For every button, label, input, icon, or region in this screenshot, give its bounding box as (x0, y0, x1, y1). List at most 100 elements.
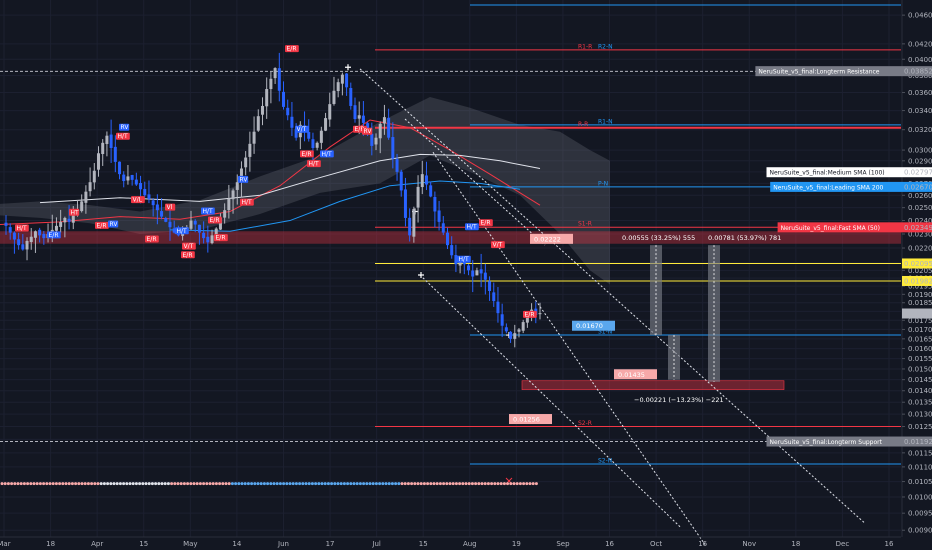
candle[interactable] (118, 161, 122, 175)
price-axis-value-badge[interactable] (902, 222, 932, 233)
candle[interactable] (168, 221, 172, 228)
price-axis-value-badge[interactable] (902, 275, 932, 286)
candle[interactable] (4, 222, 8, 226)
candle[interactable] (286, 107, 290, 116)
candle[interactable] (467, 265, 471, 271)
candle[interactable] (33, 231, 37, 238)
candle[interactable] (193, 220, 197, 225)
candle[interactable] (80, 201, 84, 212)
price-axis-value-badge[interactable] (902, 66, 932, 77)
candle[interactable] (370, 133, 374, 146)
candle[interactable] (315, 142, 319, 148)
candle[interactable] (429, 185, 433, 197)
candle[interactable] (71, 215, 75, 223)
candle[interactable] (496, 301, 500, 314)
candle[interactable] (164, 218, 168, 222)
candle[interactable] (391, 137, 395, 159)
candle[interactable] (349, 88, 353, 106)
price-axis[interactable]: 0.046000.042000.040000.038000.036000.034… (755, 0, 932, 537)
candle[interactable] (382, 117, 386, 124)
price-axis-value-badge[interactable] (902, 308, 932, 319)
candle[interactable] (143, 188, 147, 196)
candle[interactable] (395, 159, 399, 172)
candle[interactable] (336, 82, 340, 92)
candle[interactable] (450, 245, 454, 256)
candle[interactable] (408, 217, 412, 236)
candle[interactable] (92, 170, 96, 183)
candle[interactable] (357, 115, 361, 119)
candle[interactable] (17, 239, 21, 246)
candle[interactable] (387, 117, 391, 138)
candle[interactable] (126, 176, 130, 181)
candle[interactable] (63, 217, 67, 223)
candle[interactable] (42, 233, 46, 239)
candle[interactable] (500, 314, 504, 326)
candle[interactable] (197, 224, 201, 233)
candle[interactable] (361, 115, 365, 123)
candle[interactable] (147, 194, 151, 199)
candle[interactable] (294, 129, 298, 138)
candle[interactable] (88, 182, 92, 192)
candle[interactable] (227, 198, 231, 211)
candle[interactable] (277, 68, 281, 91)
price-axis-value-badge[interactable] (902, 436, 932, 447)
candle[interactable] (231, 190, 235, 200)
candle[interactable] (84, 191, 88, 203)
candle[interactable] (353, 105, 357, 120)
candle[interactable] (479, 269, 483, 274)
candle[interactable] (21, 244, 25, 250)
candle[interactable] (113, 146, 117, 162)
candle[interactable] (134, 179, 138, 185)
candle[interactable] (269, 78, 273, 90)
candle[interactable] (307, 132, 311, 139)
candle[interactable] (403, 189, 407, 218)
candle[interactable] (172, 228, 176, 233)
candle[interactable] (25, 240, 29, 250)
candle[interactable] (202, 232, 206, 239)
candle[interactable] (517, 329, 521, 332)
candle[interactable] (218, 217, 222, 230)
candle[interactable] (504, 327, 508, 332)
candle[interactable] (176, 233, 180, 236)
candle[interactable] (160, 211, 164, 217)
candle[interactable] (273, 68, 277, 79)
candle[interactable] (290, 116, 294, 128)
measure-box-3[interactable] (668, 335, 680, 380)
candle[interactable] (244, 157, 248, 168)
candle[interactable] (256, 116, 260, 131)
candle[interactable] (265, 89, 269, 107)
candle[interactable] (374, 137, 378, 145)
candle[interactable] (248, 143, 252, 157)
candle[interactable] (521, 322, 525, 331)
candle[interactable] (260, 105, 264, 115)
candle[interactable] (105, 135, 109, 144)
candle[interactable] (8, 227, 12, 233)
candle[interactable] (54, 225, 58, 231)
candle[interactable] (38, 229, 42, 236)
candle[interactable] (155, 204, 159, 211)
candle[interactable] (492, 292, 496, 302)
candle[interactable] (324, 118, 328, 131)
candle[interactable] (101, 142, 105, 155)
candle[interactable] (378, 123, 382, 139)
candle[interactable] (210, 235, 214, 244)
candle[interactable] (97, 153, 101, 170)
candle[interactable] (12, 232, 16, 240)
candle[interactable] (416, 186, 420, 208)
candle[interactable] (420, 174, 424, 188)
candle[interactable] (399, 171, 403, 191)
candle[interactable] (29, 236, 33, 243)
candle[interactable] (328, 104, 332, 120)
candle[interactable] (445, 232, 449, 246)
measure-tools[interactable]: 0.00555 (33.25%) 555 0.00781 (53.97%) 781… (622, 234, 781, 404)
candle[interactable] (130, 174, 134, 180)
candle[interactable] (151, 200, 155, 206)
candle[interactable] (59, 221, 63, 227)
candle[interactable] (67, 218, 71, 222)
candle[interactable] (223, 210, 227, 218)
candle[interactable] (122, 174, 126, 182)
candle[interactable] (189, 220, 193, 229)
candle[interactable] (206, 236, 210, 243)
price-axis-value-badge[interactable] (902, 167, 932, 178)
